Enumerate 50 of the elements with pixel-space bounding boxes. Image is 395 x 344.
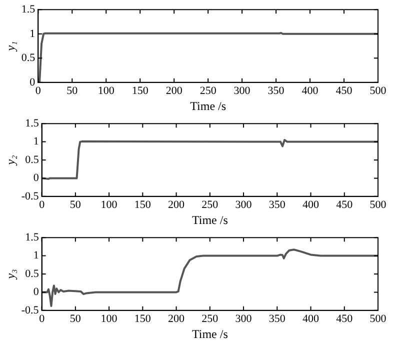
x-tick-label: 300 bbox=[234, 84, 251, 97]
x-tick-label: 350 bbox=[268, 198, 286, 211]
y-tick-label: 1.5 bbox=[25, 231, 40, 244]
x-tick-label: 450 bbox=[336, 84, 353, 97]
y-tick-label: 0 bbox=[30, 76, 36, 88]
y-tick-label: 0 bbox=[33, 172, 40, 184]
x-tick-label: 150 bbox=[132, 84, 149, 97]
x-tick-label: 150 bbox=[134, 198, 152, 211]
x-tick-label: 350 bbox=[268, 84, 285, 97]
x-tick-label: 50 bbox=[66, 84, 78, 97]
y-axis-title: y₂ bbox=[3, 155, 18, 166]
y-tick-label: 1 bbox=[30, 28, 36, 40]
x-tick-label: 300 bbox=[235, 312, 252, 325]
x-tick-label: 350 bbox=[268, 312, 286, 325]
x-axis-title: Time /s bbox=[190, 98, 226, 113]
x-tick-label: 500 bbox=[370, 198, 387, 211]
x-tick-label: 500 bbox=[370, 84, 387, 97]
x-axis-title: Time /s bbox=[192, 212, 228, 227]
x-tick-label: 400 bbox=[302, 84, 319, 97]
y-tick-label: 0.5 bbox=[25, 154, 40, 166]
y-tick-label: 0.5 bbox=[25, 268, 40, 280]
x-tick-label: 400 bbox=[302, 312, 320, 325]
y-axis-title: y₁ bbox=[3, 41, 18, 52]
y-tick-label: -0.5 bbox=[21, 190, 40, 202]
x-tick-label: 200 bbox=[166, 84, 183, 97]
y-tick-label: -0.5 bbox=[21, 304, 40, 316]
x-tick-label: 200 bbox=[168, 312, 186, 325]
x-tick-label: 200 bbox=[168, 198, 186, 211]
x-tick-label: 150 bbox=[134, 312, 152, 325]
y-tick-label: 0 bbox=[33, 286, 40, 298]
x-tick-label: 400 bbox=[302, 198, 320, 211]
x-tick-label: 450 bbox=[336, 198, 354, 211]
x-tick-label: 50 bbox=[70, 198, 82, 211]
y-axis-title: y₃ bbox=[3, 269, 18, 280]
x-tick-label: 250 bbox=[200, 84, 217, 97]
x-axis-title: Time /s bbox=[192, 326, 228, 341]
x-tick-label: 450 bbox=[336, 312, 354, 325]
x-tick-label: 100 bbox=[100, 312, 118, 325]
y-tick-label: 1 bbox=[33, 250, 39, 262]
y-tick-label: 1.5 bbox=[21, 3, 36, 16]
x-tick-label: 100 bbox=[98, 84, 115, 97]
x-tick-label: 500 bbox=[370, 312, 387, 325]
x-tick-label: 250 bbox=[202, 312, 219, 325]
x-tick-label: 300 bbox=[235, 198, 252, 211]
x-tick-label: 100 bbox=[100, 198, 118, 211]
y-tick-label: 1 bbox=[33, 136, 39, 148]
x-tick-label: 250 bbox=[202, 198, 219, 211]
x-tick-label: 50 bbox=[70, 312, 82, 325]
y-tick-label: 1.5 bbox=[25, 117, 40, 130]
y-tick-label: 0.5 bbox=[21, 52, 36, 64]
